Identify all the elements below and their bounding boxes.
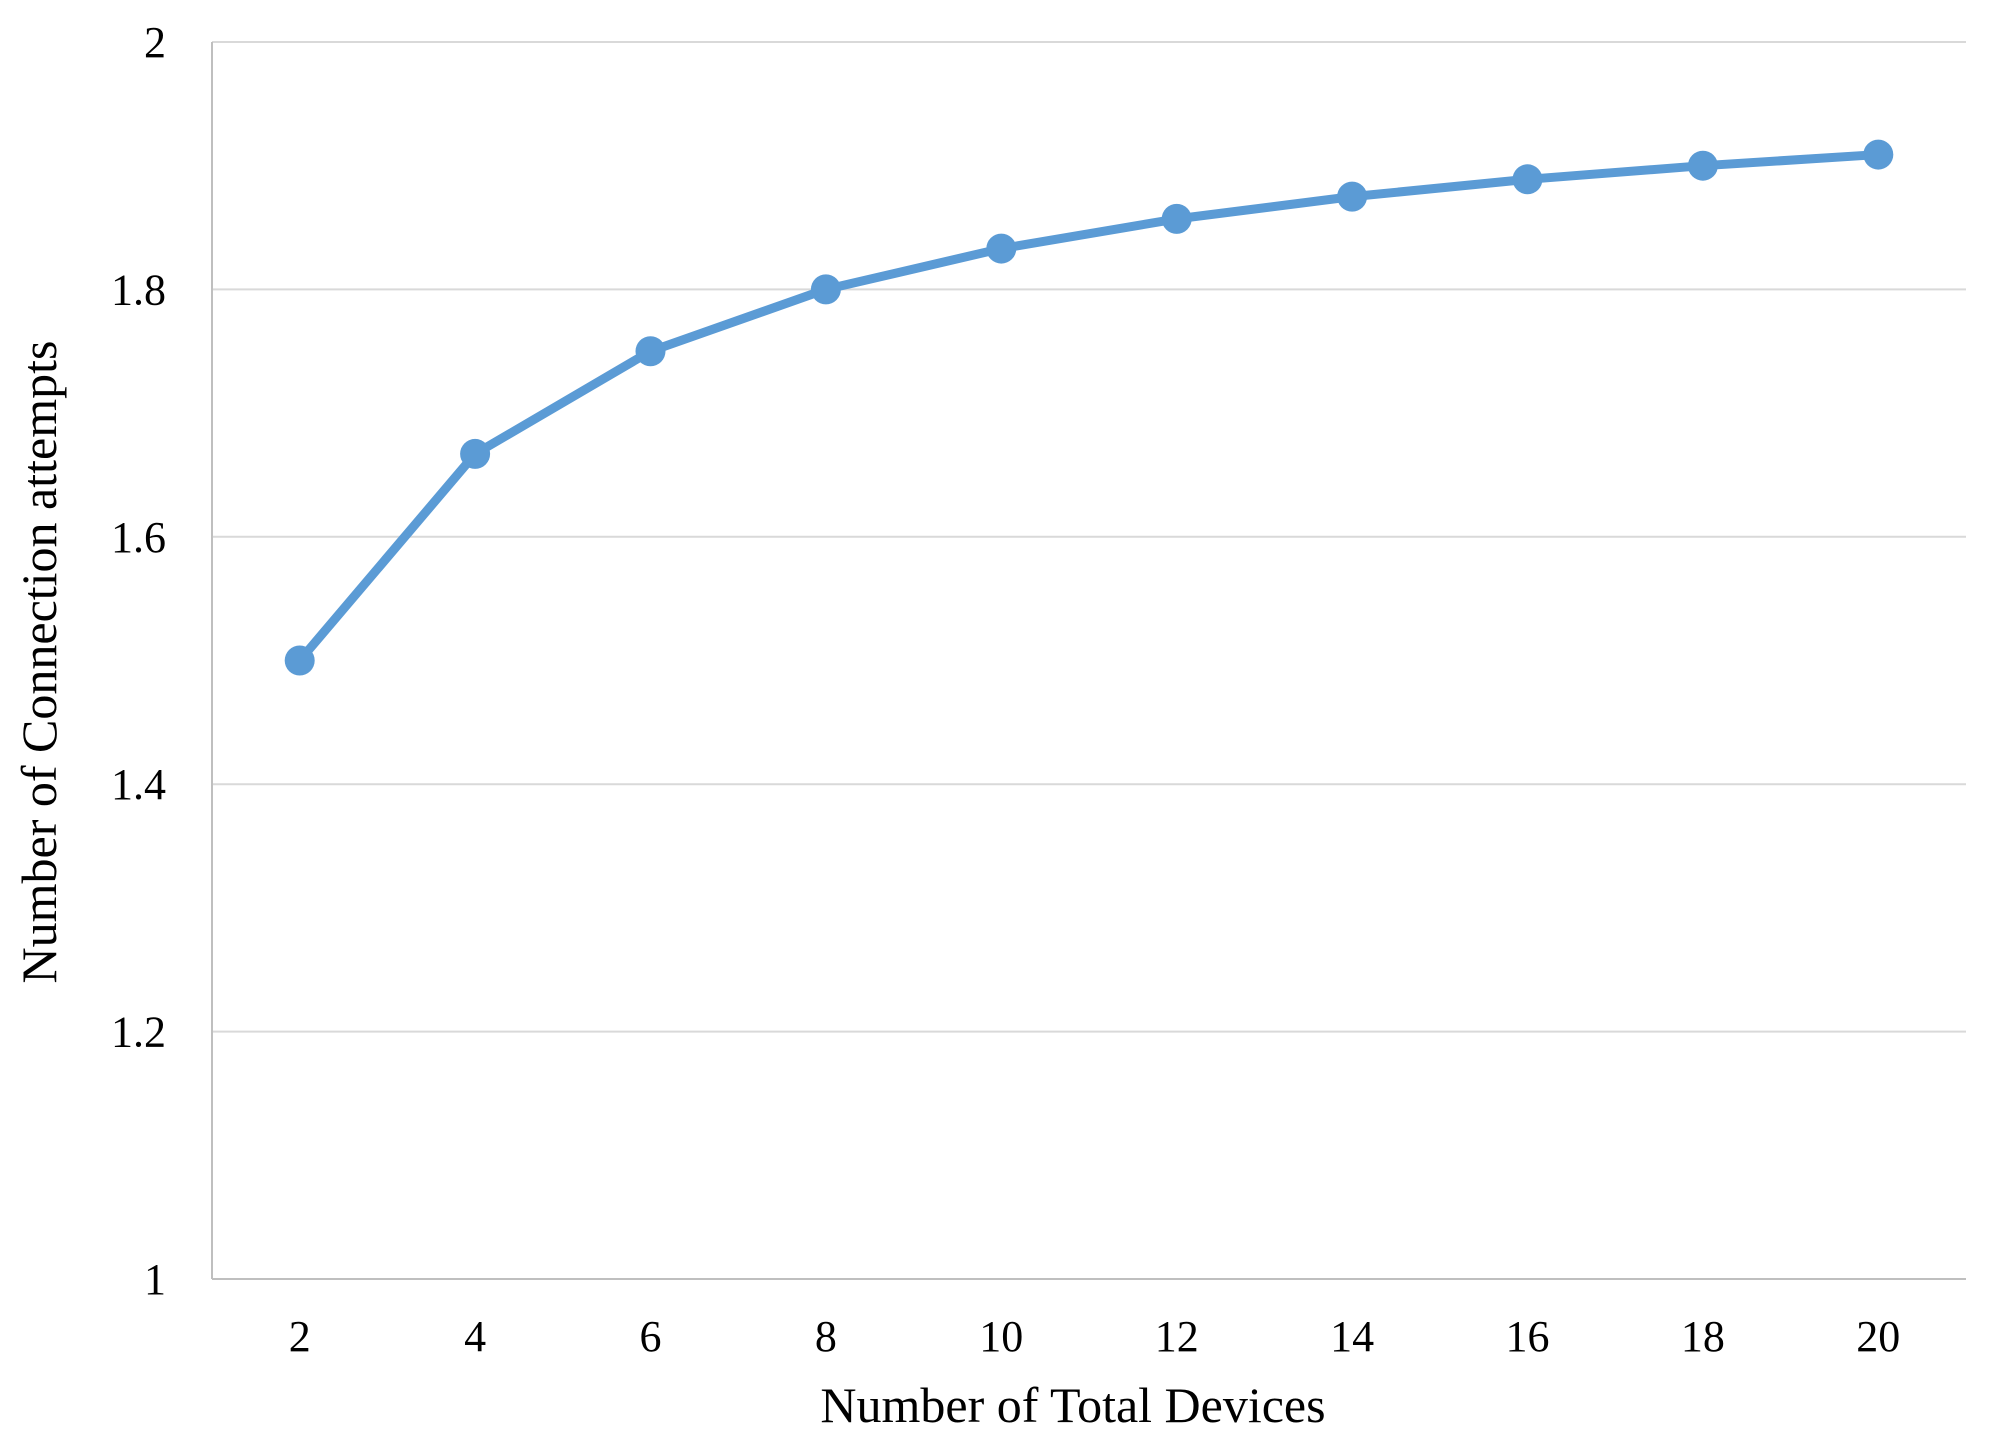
x-tick-label: 10: [979, 1312, 1023, 1361]
data-point: [460, 438, 491, 469]
x-tick-label: 8: [815, 1312, 837, 1361]
y-tick-label: 2: [144, 18, 166, 67]
series-layer: [284, 139, 1894, 676]
x-tick-label: 18: [1681, 1312, 1725, 1361]
x-tick-label: 16: [1506, 1312, 1550, 1361]
axes: [211, 42, 1966, 1280]
y-tick-label: 1.6: [111, 513, 166, 562]
x-tick-labels: 2 4 6 8 10 12 14 16 18 20: [289, 1312, 1901, 1361]
x-tick-label: 20: [1856, 1312, 1900, 1361]
data-point: [1512, 164, 1543, 195]
series-line: [295, 150, 1883, 665]
gridlines: [212, 41, 1966, 1033]
x-axis-title: Number of Total Devices: [820, 1377, 1325, 1433]
data-point: [1337, 181, 1368, 212]
data-point: [635, 336, 666, 367]
data-point: [1687, 150, 1718, 181]
x-tick-label: 14: [1330, 1312, 1374, 1361]
y-tick-labels: 1 1.2 1.4 1.6 1.8 2: [111, 18, 166, 1304]
y-tick-label: 1.8: [111, 265, 166, 314]
data-point: [810, 274, 841, 305]
y-axis-title: Number of Connection attempts: [11, 341, 67, 984]
x-tick-label: 12: [1155, 1312, 1199, 1361]
data-point: [1161, 203, 1192, 234]
x-tick-label: 2: [289, 1312, 311, 1361]
y-tick-label: 1.4: [111, 760, 166, 809]
x-tick-label: 6: [640, 1312, 662, 1361]
data-point: [986, 233, 1017, 264]
y-tick-label: 1.2: [111, 1008, 166, 1057]
data-point: [284, 645, 315, 676]
y-tick-label: 1: [144, 1255, 166, 1304]
x-tick-label: 4: [464, 1312, 486, 1361]
data-point: [1863, 139, 1894, 170]
